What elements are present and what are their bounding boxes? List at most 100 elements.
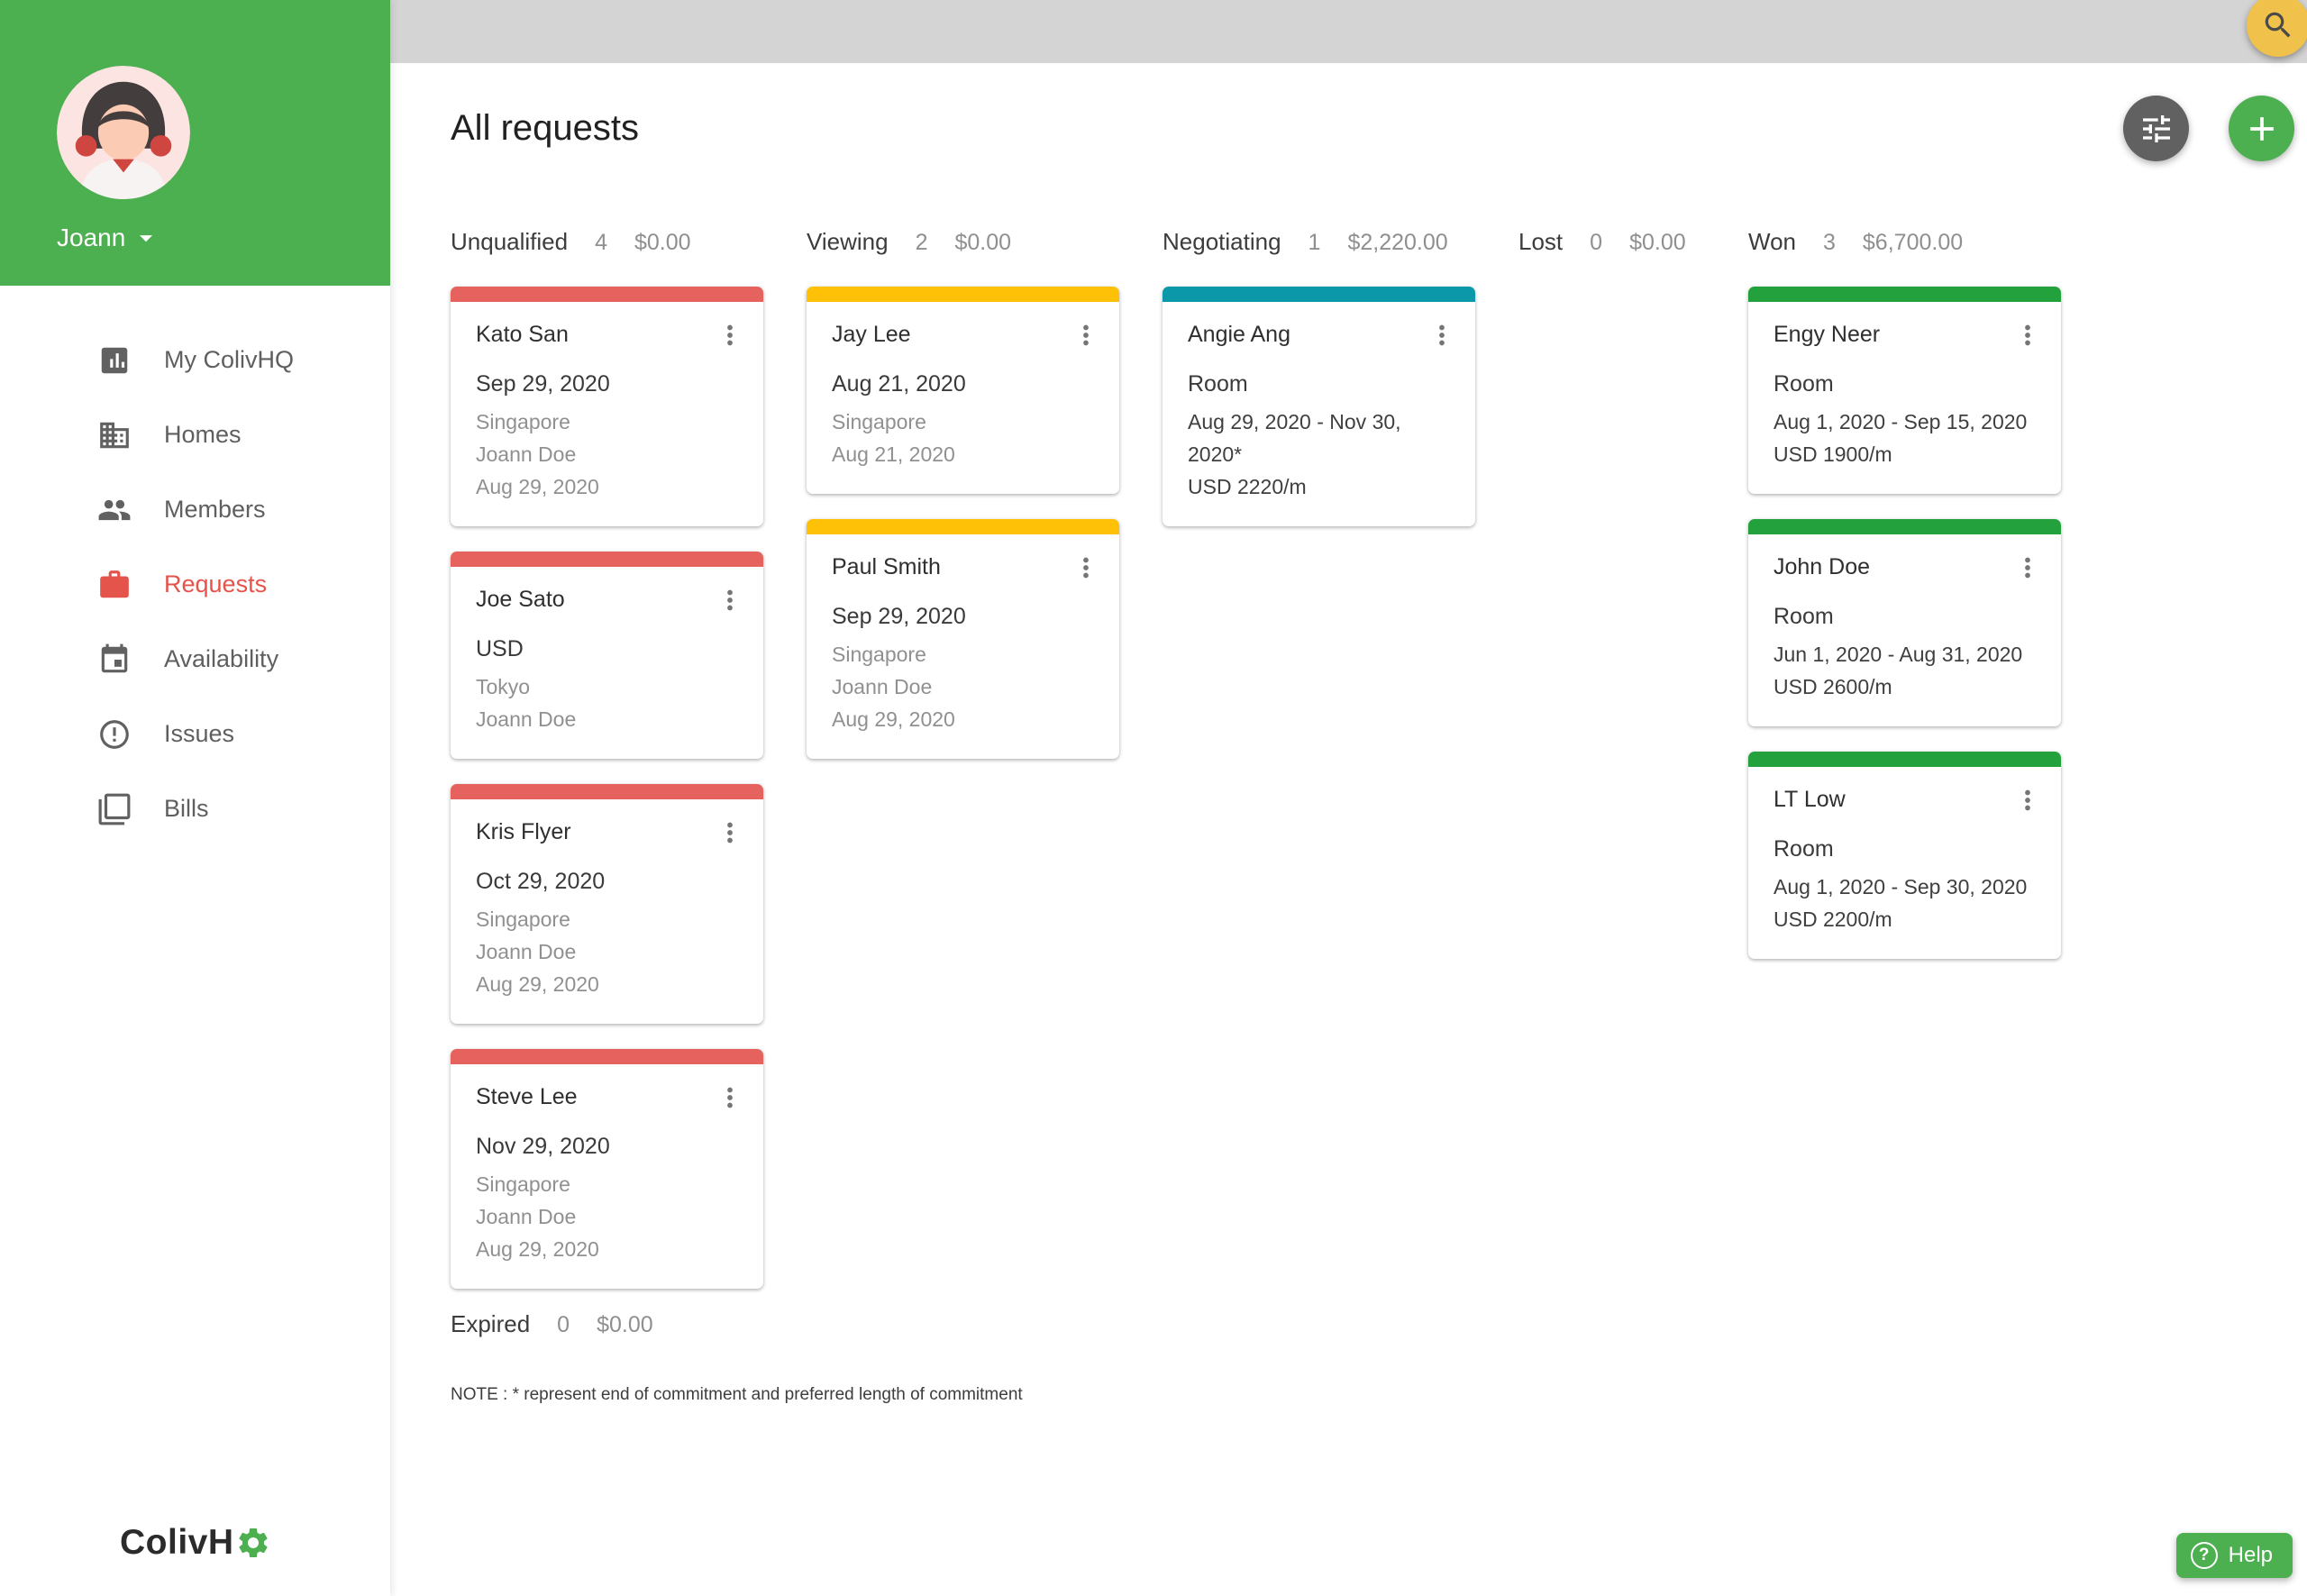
- card-detail-line: Joann Doe: [476, 442, 577, 466]
- card-detail-line: Joann Doe: [476, 940, 577, 963]
- calendar-icon: [101, 643, 128, 672]
- card-detail-line: Aug 29, 2020 - Nov 30, 2020*: [1188, 410, 1401, 466]
- column-lost: Lost 0 $0.00: [1518, 228, 1705, 1289]
- request-card[interactable]: Engy Neer Room Aug 1, 2020 - Sep 15, 202…: [1748, 287, 2061, 494]
- sidebar-item-bills[interactable]: Bills: [0, 771, 390, 846]
- column-count: 0: [1590, 230, 1603, 255]
- tune-icon: [2142, 114, 2170, 142]
- card-detail-line: USD 2600/m: [1774, 675, 1892, 698]
- kebab-menu-icon[interactable]: [1063, 551, 1101, 588]
- card-detail-line: Singapore: [476, 907, 570, 931]
- sidebar-profile-section: Joann: [0, 0, 390, 286]
- briefcase-icon: [100, 570, 129, 597]
- kebab-menu-icon[interactable]: [707, 816, 745, 853]
- column-header-expired: Expired 0 $0.00: [451, 1310, 2294, 1338]
- search-button[interactable]: [2247, 0, 2307, 57]
- help-button[interactable]: ? Help: [2175, 1533, 2293, 1578]
- help-label: Help: [2228, 1543, 2273, 1567]
- card-body: Steve Lee Nov 29, 2020 Singapore Joann D…: [451, 1064, 763, 1289]
- request-card[interactable]: Joe Sato USD Tokyo Joann Doe: [451, 552, 763, 759]
- column-count: 1: [1308, 230, 1321, 255]
- sidebar-item-label: Bills: [164, 795, 209, 822]
- column-name: Viewing: [807, 228, 889, 255]
- card-name: Kato San: [476, 322, 569, 347]
- card-primary-line: USD: [476, 636, 524, 661]
- kebab-menu-icon[interactable]: [2005, 318, 2043, 355]
- chevron-down-icon: [140, 235, 153, 242]
- card-body: Kris Flyer Oct 29, 2020 Singapore Joann …: [451, 799, 763, 1024]
- column-header: Lost 0 $0.00: [1518, 228, 1705, 256]
- card-primary-line: Room: [1774, 604, 1834, 629]
- card-status-bar: [1748, 287, 2061, 302]
- building-icon: [100, 422, 129, 448]
- kanban-board: Unqualified 4 $0.00 Kato San Sep 29, 202…: [451, 228, 2294, 1289]
- sidebar-item-members[interactable]: Members: [0, 472, 390, 547]
- card-body: LT Low Room Aug 1, 2020 - Sep 30, 2020 U…: [1748, 767, 2061, 959]
- sidebar-item-label: Issues: [164, 720, 235, 747]
- column-count: 2: [915, 230, 928, 255]
- sidebar-item-issues[interactable]: Issues: [0, 697, 390, 771]
- card-body: Joe Sato USD Tokyo Joann Doe: [451, 567, 763, 759]
- card-primary-line: Room: [1188, 371, 1248, 397]
- card-body: Engy Neer Room Aug 1, 2020 - Sep 15, 202…: [1748, 302, 2061, 494]
- card-detail-line: Singapore: [476, 1172, 570, 1196]
- card-detail-line: Aug 29, 2020: [476, 972, 599, 996]
- filter-button[interactable]: [2123, 96, 2189, 161]
- card-primary-line: Aug 21, 2020: [832, 371, 966, 397]
- people-icon: [98, 499, 131, 520]
- card-detail-line: Aug 29, 2020: [832, 707, 955, 731]
- alert-icon: [100, 719, 129, 749]
- kebab-menu-icon[interactable]: [1419, 318, 1457, 355]
- kebab-menu-icon[interactable]: [2005, 551, 2043, 588]
- column-count: 4: [595, 230, 607, 255]
- card-detail-line: USD 2220/m: [1188, 475, 1307, 498]
- card-name: Paul Smith: [832, 554, 941, 579]
- card-status-bar: [1748, 519, 2061, 534]
- kebab-menu-icon[interactable]: [1063, 318, 1101, 355]
- column-unqualified: Unqualified 4 $0.00 Kato San Sep 29, 202…: [451, 228, 763, 1289]
- request-card[interactable]: Kris Flyer Oct 29, 2020 Singapore Joann …: [451, 784, 763, 1024]
- sidebar-item-label: Availability: [164, 645, 279, 672]
- card-status-bar: [451, 287, 763, 302]
- user-menu[interactable]: Joann: [57, 223, 161, 253]
- card-primary-line: Sep 29, 2020: [476, 371, 610, 397]
- card-detail-line: Tokyo: [476, 675, 531, 698]
- request-card[interactable]: Steve Lee Nov 29, 2020 Singapore Joann D…: [451, 1049, 763, 1289]
- request-card[interactable]: Angie Ang Room Aug 29, 2020 - Nov 30, 20…: [1163, 287, 1475, 526]
- sidebar-item-availability[interactable]: Availability: [0, 622, 390, 697]
- column-header: Unqualified 4 $0.00: [451, 228, 763, 256]
- request-card[interactable]: John Doe Room Jun 1, 2020 - Aug 31, 2020…: [1748, 519, 2061, 726]
- chart-icon: [101, 347, 128, 373]
- footnote: NOTE : * represent end of commitment and…: [451, 1385, 1023, 1404]
- add-request-button[interactable]: [2229, 96, 2294, 161]
- column-amount: $0.00: [597, 1312, 653, 1337]
- card-name: Steve Lee: [476, 1084, 578, 1109]
- card-detail-line: Jun 1, 2020 - Aug 31, 2020: [1774, 643, 2023, 666]
- sidebar-item-my-colivhq[interactable]: My ColivHQ: [0, 323, 390, 397]
- kebab-menu-icon[interactable]: [2005, 783, 2043, 820]
- request-card[interactable]: Kato San Sep 29, 2020 Singapore Joann Do…: [451, 287, 763, 526]
- card-detail-line: Joann Doe: [476, 707, 577, 731]
- column-amount: $2,220.00: [1347, 230, 1448, 255]
- card-name: Engy Neer: [1774, 322, 1881, 347]
- kebab-menu-icon[interactable]: [707, 583, 745, 620]
- sidebar-item-label: Requests: [164, 570, 268, 597]
- request-card[interactable]: Jay Lee Aug 21, 2020 Singapore Aug 21, 2…: [807, 287, 1119, 494]
- column-name: Expired: [451, 1310, 531, 1337]
- request-card[interactable]: Paul Smith Sep 29, 2020 Singapore Joann …: [807, 519, 1119, 759]
- sidebar-item-requests[interactable]: Requests: [0, 547, 390, 622]
- request-card[interactable]: LT Low Room Aug 1, 2020 - Sep 30, 2020 U…: [1748, 752, 2061, 959]
- card-body: John Doe Room Jun 1, 2020 - Aug 31, 2020…: [1748, 534, 2061, 726]
- column-amount: $0.00: [634, 230, 691, 255]
- sidebar-item-label: Homes: [164, 421, 242, 448]
- column-cards: Jay Lee Aug 21, 2020 Singapore Aug 21, 2…: [807, 287, 1119, 759]
- help-icon: ?: [2190, 1542, 2218, 1569]
- kebab-menu-icon[interactable]: [707, 1081, 745, 1117]
- card-body: Angie Ang Room Aug 29, 2020 - Nov 30, 20…: [1163, 302, 1475, 526]
- page-header: All requests: [451, 96, 2294, 161]
- header-actions: [2123, 96, 2294, 161]
- sidebar-item-homes[interactable]: Homes: [0, 397, 390, 472]
- card-detail-line: Aug 21, 2020: [832, 442, 955, 466]
- kebab-menu-icon[interactable]: [707, 318, 745, 355]
- logo-gear-icon: [238, 1528, 268, 1557]
